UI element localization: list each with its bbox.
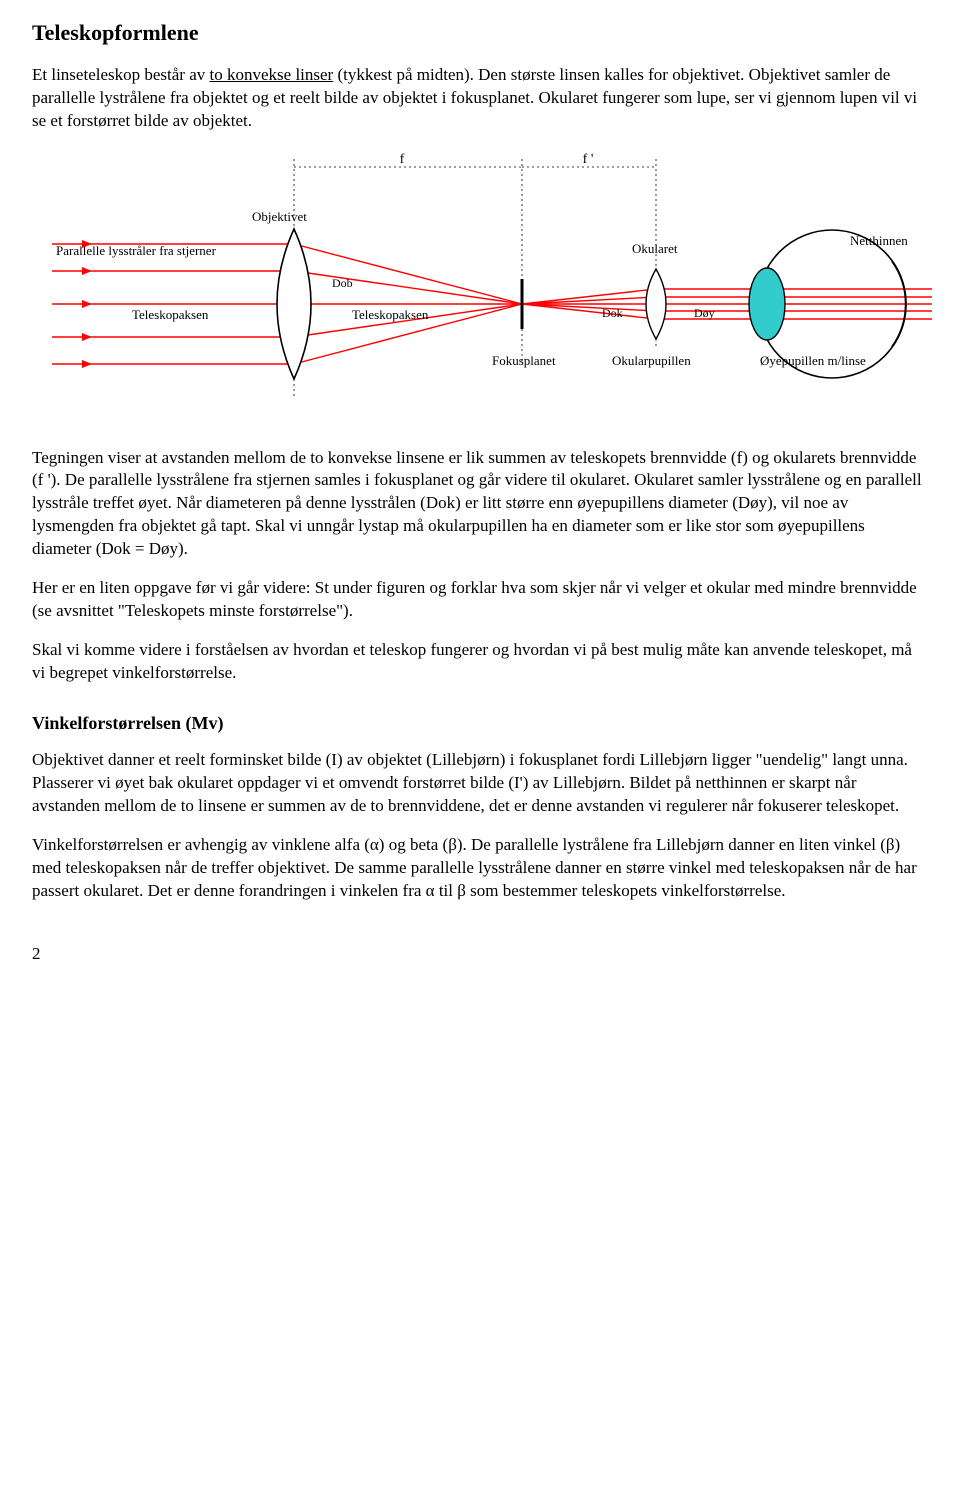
fokusplanet-label: Fokusplanet <box>492 353 556 368</box>
intro-link[interactable]: to konvekse linser <box>210 65 334 84</box>
ocular-lens-icon <box>646 269 666 339</box>
page-title: Teleskopformlene <box>32 18 928 48</box>
intro-paragraph: Et linseteleskop består av to konvekse l… <box>32 64 928 133</box>
page-number: 2 <box>32 943 928 966</box>
fprime-label: f ' <box>583 152 594 167</box>
objektivet-label: Objektivet <box>252 209 307 224</box>
paragraph-4: Skal vi komme videre i forståelsen av hv… <box>32 639 928 685</box>
netthinnen-label: Netthinnen <box>850 233 908 248</box>
doy-label: Døy <box>694 306 715 320</box>
dok-label: Dok <box>602 306 623 320</box>
f-label: f <box>400 152 405 167</box>
teleskopaksen-right-label: Teleskopaksen <box>352 307 429 322</box>
paragraph-5: Objektivet danner et reelt forminsket bi… <box>32 749 928 818</box>
eye-lens-icon <box>749 268 785 340</box>
intro-text-a: Et linseteleskop består av <box>32 65 210 84</box>
okularpupillen-label: Okularpupillen <box>612 353 691 368</box>
dob-label: Dob <box>332 276 353 290</box>
section-heading: Vinkelforstørrelsen (Mv) <box>32 711 928 735</box>
oyepupillen-label: Øyepupillen m/linse <box>760 353 866 368</box>
telescope-diagram: f f ' Objektivet Parallelle lysstråler f… <box>32 149 928 419</box>
paragraph-6: Vinkelforstørrelsen er avhengig av vinkl… <box>32 834 928 903</box>
okularet-label: Okularet <box>632 241 678 256</box>
teleskopaksen-left-label: Teleskopaksen <box>132 307 209 322</box>
parallelle-label: Parallelle lysstråler fra stjerner <box>56 243 217 258</box>
paragraph-3: Her er en liten oppgave før vi går vider… <box>32 577 928 623</box>
objective-lens-icon <box>277 229 311 379</box>
paragraph-2: Tegningen viser at avstanden mellom de t… <box>32 447 928 562</box>
